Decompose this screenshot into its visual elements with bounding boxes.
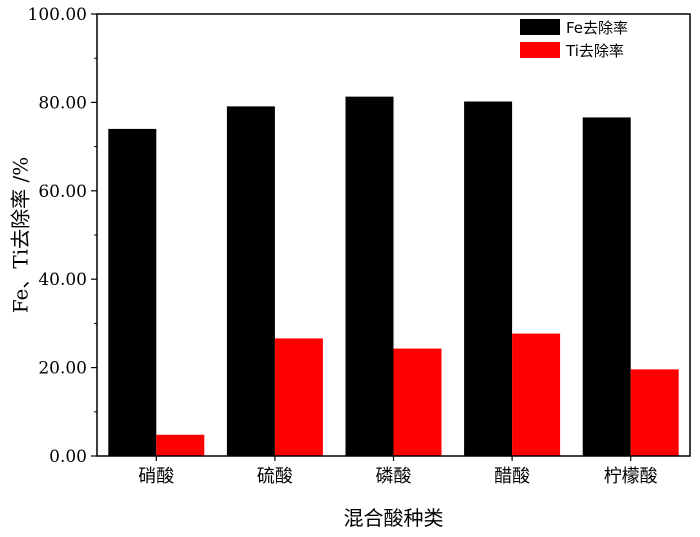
bar-fe-1 [108,128,157,457]
y-tick-label: 20.00 [38,359,87,379]
legend-label-fe: Fe去除率 [566,19,628,37]
legend-swatch-fe [520,19,560,35]
bar-fe-4 [464,101,513,457]
x-tick-label: 醋酸 [494,466,530,487]
bars-layer [108,96,679,457]
ticks-layer: 硝酸 硫酸 磷酸 醋酸 柠檬酸 0.00 20.00 40.00 60.00 80.00 100.0… [28,5,658,487]
bar-ti-1 [156,434,205,456]
y-tick-label: 60.00 [38,182,87,202]
y-tick-label: 40.00 [38,270,87,290]
bar-ti-3 [393,348,442,456]
y-tick-label: 0.00 [49,447,87,467]
x-tick-label: 柠檬酸 [604,466,658,487]
bar-ti-2 [274,338,323,456]
y-axis-title: Fe、Ti去除率 /% [9,157,33,313]
bar-fe-2 [226,106,275,457]
bar-ti-5 [630,369,679,456]
x-tick-label: 磷酸 [376,466,412,487]
y-tick-label: 80.00 [38,93,87,113]
bar-fe-5 [582,117,631,456]
bar-fe-3 [345,96,394,457]
y-tick-label: 100.00 [28,5,87,25]
legend-swatch-ti [520,42,560,58]
x-tick-label: 硝酸 [138,466,174,487]
bar-ti-4 [512,333,561,456]
x-tick-label: 硫酸 [257,466,293,487]
legend: Fe去除率 Ti去除率 [520,19,628,60]
x-axis-title: 混合酸种类 [344,506,444,530]
legend-label-ti: Ti去除率 [565,42,624,60]
